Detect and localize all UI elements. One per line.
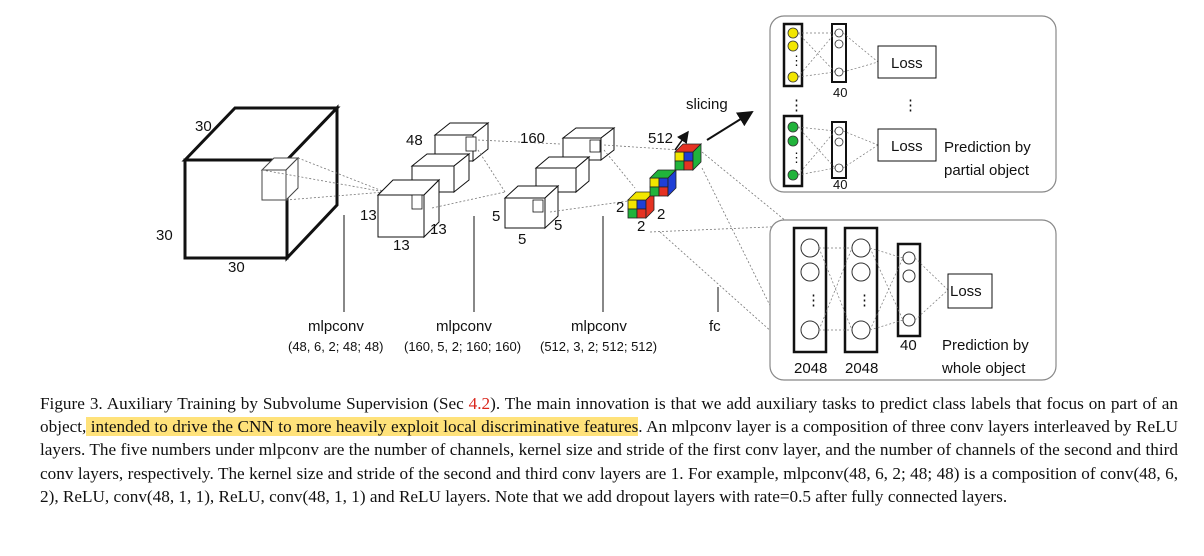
partial-loss-1: Loss	[877, 45, 937, 79]
layer-2-name: mlpconv	[436, 318, 492, 335]
block-3-channels: 512	[648, 130, 673, 147]
cube-bottom-label: 30	[228, 259, 245, 276]
block-2-channels: 160	[520, 130, 545, 147]
caption-highlight: intended to drive the CNN to more heavil…	[86, 417, 639, 437]
block-2-right: 5	[554, 217, 562, 234]
whole-caption-1: Prediction by	[942, 337, 1029, 354]
partial-width-2: 40	[833, 177, 847, 192]
layer-1-name: mlpconv	[308, 318, 364, 335]
svg-text:Loss: Loss	[891, 55, 923, 72]
partial-ellipsis-right: ⋮	[903, 97, 918, 114]
block-2-bottom: 5	[518, 231, 526, 248]
partial-width-1: 40	[833, 85, 847, 100]
partial-slice-1: ⋮	[782, 22, 879, 88]
whole-width-1: 2048	[794, 360, 827, 377]
architecture-figure: 30 30 30 48 13 13 13	[156, 15, 1057, 381]
block-1-channels: 48	[406, 132, 423, 149]
whole-loss: Loss	[947, 273, 993, 309]
block-3-bottom: 2	[637, 218, 645, 235]
caption-tail: . An mlpconv layer is a composition of t…	[40, 417, 1179, 506]
block-1-bottom: 13	[393, 237, 410, 254]
whole-fc-stack: ⋮ ⋮	[792, 226, 949, 354]
fc-label: fc	[709, 318, 721, 335]
layer-1-params: (48, 6, 2; 48; 48)	[288, 339, 383, 354]
cube-left-label: 30	[156, 227, 173, 244]
feature-block-1	[376, 121, 490, 239]
feature-block-2	[503, 126, 616, 230]
partial-caption-1: Prediction by	[944, 139, 1031, 156]
label-leaders	[343, 215, 719, 312]
block-2-projection	[549, 144, 681, 213]
layer-3-params: (512, 3, 2; 512; 512)	[540, 339, 657, 354]
input-subcube	[260, 156, 300, 202]
block-1-right: 13	[430, 221, 447, 238]
whole-width-2: 2048	[845, 360, 878, 377]
feature-block-3	[627, 143, 702, 219]
svg-text:⋮: ⋮	[790, 53, 803, 68]
svg-text:Loss: Loss	[891, 138, 923, 155]
partial-ellipsis-left: ⋮	[789, 97, 804, 114]
partial-slice-2: ⋮	[782, 114, 879, 188]
block-3-side: 2	[616, 199, 624, 216]
block-2-side: 5	[492, 208, 500, 225]
svg-text:Loss: Loss	[950, 283, 982, 300]
section-reference-link[interactable]: 4.2	[468, 394, 491, 413]
layer-3-name: mlpconv	[571, 318, 627, 335]
layer-2-params: (160, 5, 2; 160; 160)	[404, 339, 521, 354]
input-volume	[181, 104, 341, 262]
input-projection	[261, 157, 386, 201]
svg-text:⋮: ⋮	[806, 292, 821, 309]
block-3-depth-arrow	[674, 130, 689, 151]
cube-top-label: 30	[195, 118, 212, 135]
svg-text:⋮: ⋮	[790, 150, 803, 165]
partial-loss-2: Loss	[877, 128, 937, 162]
slicing-label: slicing	[686, 96, 728, 113]
svg-text:⋮: ⋮	[857, 292, 872, 309]
partial-caption-2: partial object	[944, 162, 1030, 179]
caption-lead: Figure 3. Auxiliary Training by Subvolum…	[40, 394, 469, 413]
block-1-projection	[431, 139, 561, 209]
block-3-right: 2	[657, 206, 665, 223]
whole-caption-2: whole object	[941, 360, 1026, 377]
block-1-side: 13	[360, 207, 377, 224]
whole-width-3: 40	[900, 337, 917, 354]
slicing-arrow	[706, 110, 754, 141]
figure-caption: Figure 3. Auxiliary Training by Subvolum…	[40, 392, 1178, 508]
caption-mid: ). The main innovation is that we add au…	[40, 394, 1178, 437]
